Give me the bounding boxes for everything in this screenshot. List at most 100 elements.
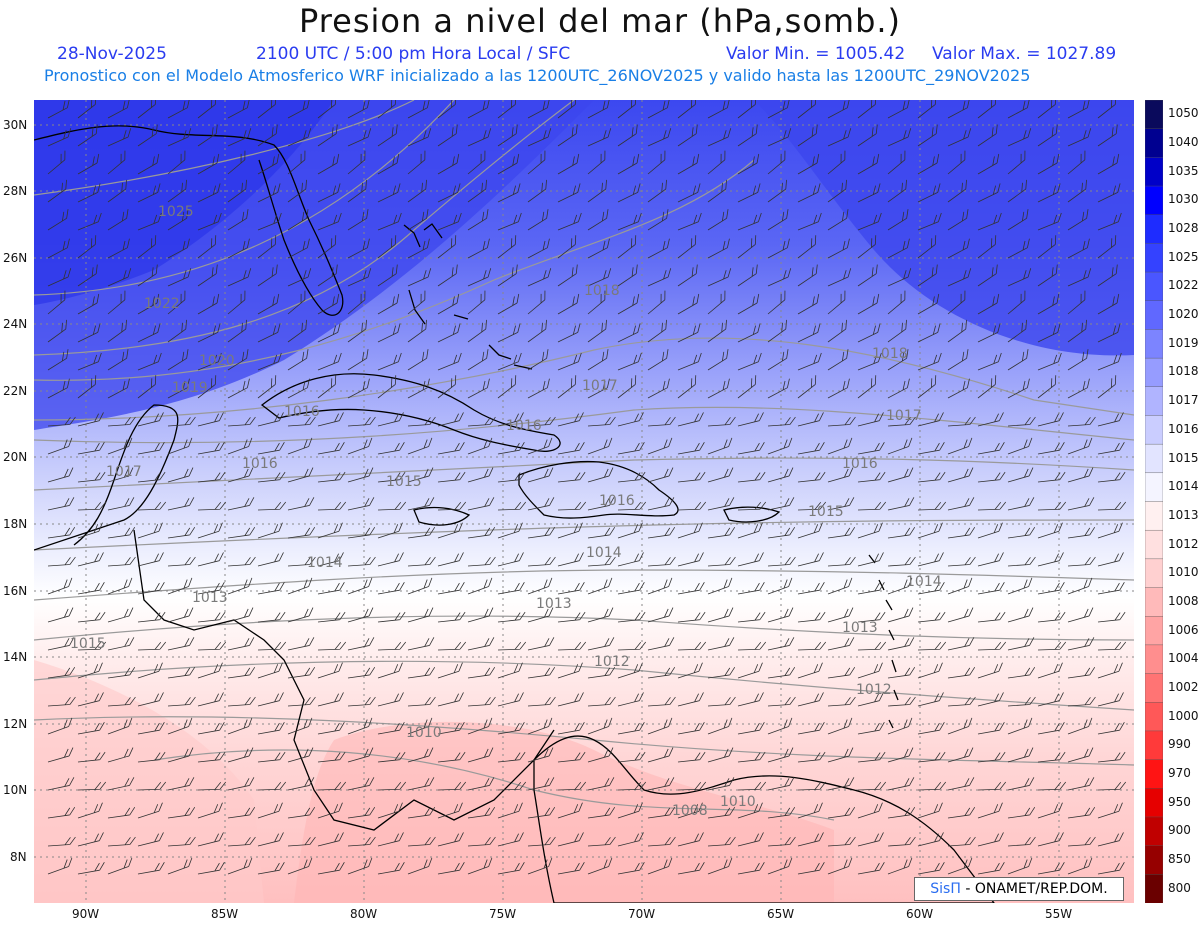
wind-barb <box>1097 751 1126 763</box>
wind-barb <box>587 556 616 567</box>
wind-barb <box>467 268 492 287</box>
wind-barb <box>227 637 255 651</box>
wind-barb <box>497 832 524 847</box>
wind-barb <box>467 607 494 623</box>
wind-barb <box>947 378 970 399</box>
wind-barb <box>137 235 157 259</box>
wind-barb <box>137 124 158 147</box>
wind-barb <box>797 264 818 287</box>
wind-barb <box>737 124 758 147</box>
wind-barb <box>77 293 100 315</box>
wind-barb <box>227 777 255 791</box>
colorbar-swatch <box>1145 329 1163 359</box>
wind-barb <box>827 696 856 707</box>
colorbar-label: 900 <box>1168 823 1191 838</box>
wind-barb <box>167 526 196 539</box>
wind-barb <box>497 235 517 259</box>
colorbar-label: 1019 <box>1168 335 1199 350</box>
colorbar-swatch <box>1145 587 1163 617</box>
wind-barb <box>77 124 98 147</box>
wind-barb <box>1097 412 1124 427</box>
wind-barb <box>317 692 344 707</box>
wind-barb <box>377 582 405 595</box>
wind-barb <box>947 268 972 287</box>
wind-barb <box>617 692 644 707</box>
lat-label: 20N <box>3 450 28 464</box>
isobar-label: 1016 <box>506 418 542 434</box>
colorbar-label: 1006 <box>1168 622 1199 637</box>
wind-barb <box>1037 501 1067 511</box>
wind-barb <box>797 722 825 735</box>
wind-barb <box>1097 862 1125 875</box>
colorbar-swatch <box>1145 702 1163 732</box>
wind-barb <box>947 238 970 259</box>
wind-barb <box>977 862 1005 875</box>
wind-barb <box>377 862 405 875</box>
wind-barb <box>917 100 937 119</box>
wind-barb <box>437 183 461 203</box>
wind-barb <box>407 696 436 707</box>
wind-barb <box>137 183 161 203</box>
wind-barb <box>737 375 757 399</box>
wind-barb <box>797 100 817 119</box>
wind-barb <box>167 577 193 595</box>
wind-barb <box>1007 777 1035 791</box>
wind-barb <box>257 751 286 763</box>
isobar-label: 1018 <box>584 283 620 299</box>
wind-barb <box>707 526 736 539</box>
wind-barb <box>107 467 134 483</box>
wind-barb <box>557 641 587 651</box>
wind-barb <box>527 637 555 651</box>
wind-barb <box>647 467 674 483</box>
wind-barb <box>497 375 517 399</box>
wind-barb <box>257 471 286 483</box>
wind-barb <box>647 268 672 287</box>
wind-barb <box>47 696 76 707</box>
wind-barb <box>887 179 907 203</box>
wind-barb <box>647 150 666 175</box>
wind-barb <box>497 641 527 651</box>
wind-barb <box>1067 696 1096 707</box>
wind-barb <box>407 857 433 875</box>
wind-barb <box>977 722 1005 735</box>
wind-barb <box>227 696 256 707</box>
wind-barb <box>797 471 826 483</box>
wind-barb <box>317 501 347 511</box>
wind-barb <box>557 375 577 399</box>
wind-barb <box>677 212 702 231</box>
lat-label: 16N <box>3 584 28 598</box>
wind-barb <box>587 238 610 259</box>
wind-barb <box>227 238 250 259</box>
wind-barb <box>527 416 556 427</box>
wind-barb <box>347 497 375 511</box>
wind-barb <box>887 556 916 567</box>
wind-barb <box>317 641 347 651</box>
wind-barb <box>1037 751 1066 763</box>
wind-barb <box>347 128 372 147</box>
wind-barb <box>497 692 524 707</box>
wind-barb <box>407 666 436 679</box>
wind-barb <box>947 467 974 483</box>
lat-label: 18N <box>3 517 28 531</box>
wind-barb <box>737 235 757 259</box>
wind-barb <box>257 323 281 343</box>
wind-barb <box>557 802 583 819</box>
wind-barb <box>887 238 910 259</box>
wind-barb <box>407 577 433 595</box>
wind-barb <box>557 124 578 147</box>
wind-barb <box>317 662 343 679</box>
wind-barb <box>197 722 225 735</box>
isobar-label: 1017 <box>886 408 922 424</box>
wind-barb <box>707 378 730 399</box>
wind-barb <box>1067 556 1096 567</box>
isobar-lines <box>34 100 1134 821</box>
wind-barb <box>557 412 584 427</box>
wind-barb <box>737 641 767 651</box>
wind-barb <box>137 522 163 539</box>
lon-label: 65W <box>767 907 795 921</box>
wind-barb <box>497 802 523 819</box>
pressure-map: 1025 1022 1020 1019 1018 1018 1017 1017 … <box>34 100 1134 903</box>
wind-barb <box>917 412 944 427</box>
wind-barb <box>767 416 796 427</box>
wind-barb <box>977 124 998 147</box>
